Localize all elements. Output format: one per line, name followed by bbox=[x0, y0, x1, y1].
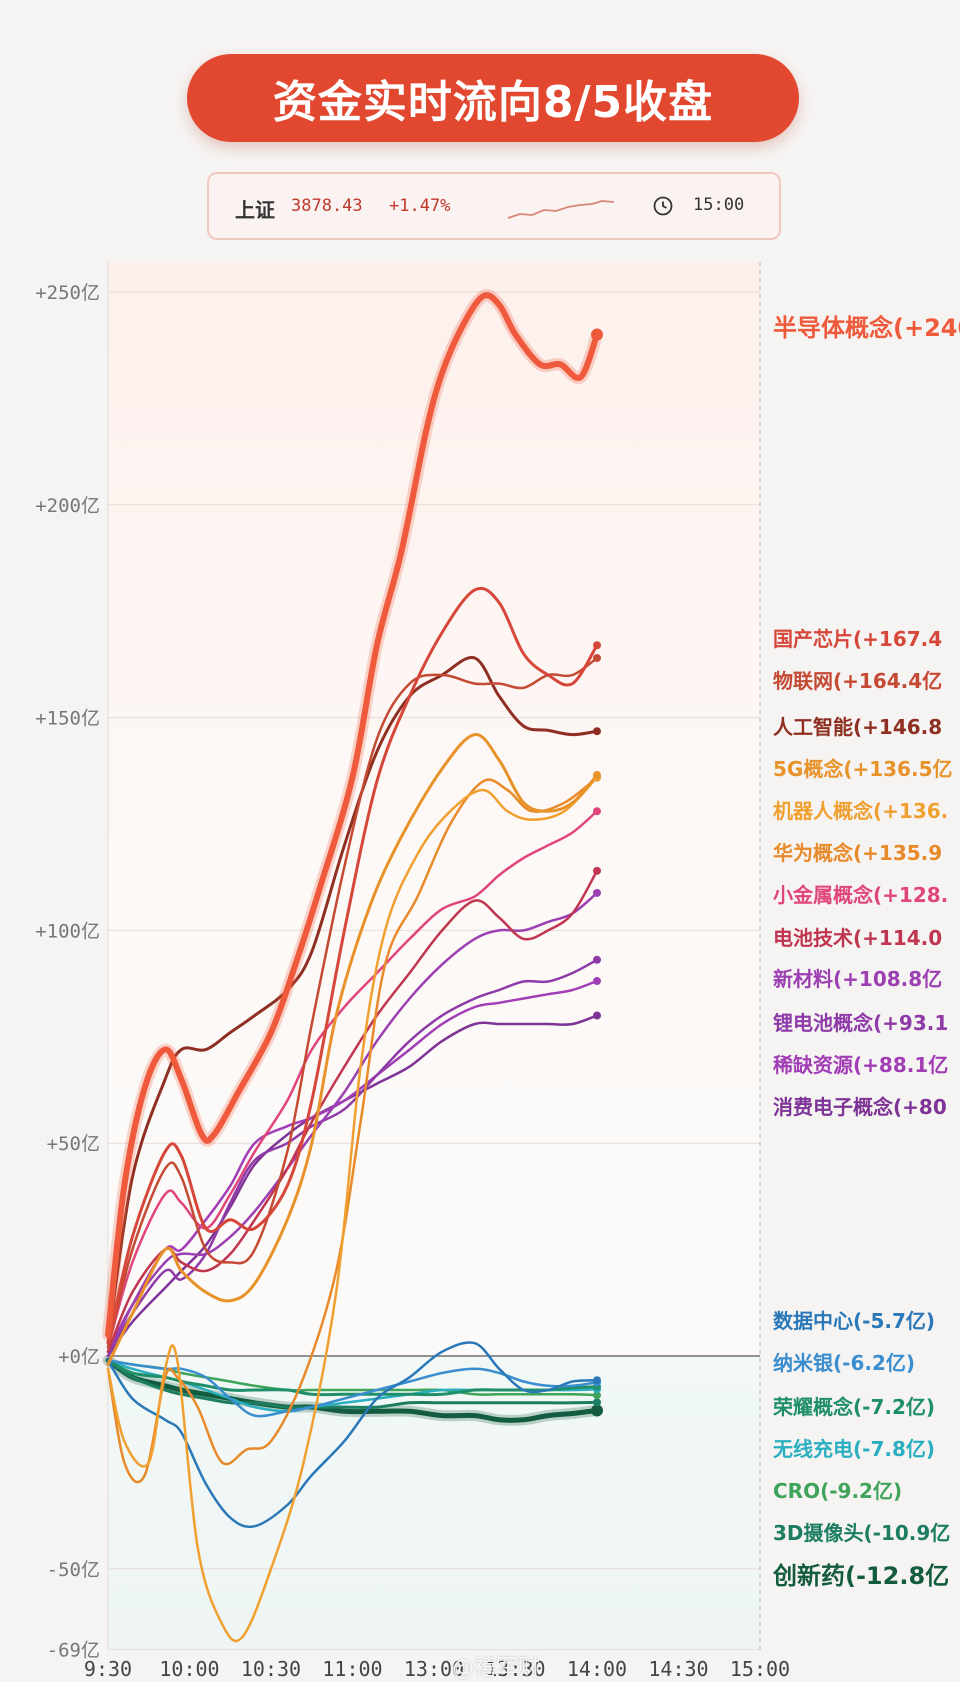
series-line bbox=[106, 1341, 599, 1529]
series-label: 机器人概念(+136. bbox=[773, 799, 948, 823]
series-line bbox=[106, 733, 599, 1366]
y-axis: +250亿 +200亿 +150亿 +100亿 +50亿 +0亿 -50亿 -69亿 bbox=[35, 282, 100, 1662]
series-line bbox=[106, 1359, 599, 1418]
series-label: 物联网(+164.4亿 bbox=[773, 669, 942, 693]
series-label: 人工智能(+146.8 bbox=[773, 715, 942, 739]
series-label: 小金属概念(+128. bbox=[773, 883, 948, 907]
series-line bbox=[106, 1359, 599, 1397]
series-line bbox=[106, 809, 599, 1349]
x-tick-label: 14:30 bbox=[648, 1657, 708, 1678]
series-label: 华为概念(+135.9 bbox=[773, 841, 942, 865]
series-endpoints bbox=[591, 328, 603, 1417]
series-label: 半导体概念(+240 bbox=[773, 314, 960, 342]
series-endpoint bbox=[593, 1391, 601, 1400]
series-endpoint bbox=[593, 1376, 601, 1385]
x-tick-label: 14:00 bbox=[567, 1657, 627, 1678]
series-endpoint bbox=[593, 727, 601, 736]
index-name: 上证 bbox=[235, 198, 275, 222]
series-endpoint bbox=[593, 641, 601, 650]
index-change: +1.47% bbox=[389, 196, 451, 216]
series-endpoint bbox=[593, 807, 601, 816]
series-line bbox=[106, 586, 599, 1345]
series-label: 国产芯片(+167.4 bbox=[773, 627, 942, 651]
series-line bbox=[106, 891, 599, 1353]
series-line bbox=[105, 292, 600, 1338]
x-tick-label: 13:00 bbox=[404, 1657, 464, 1678]
series-line bbox=[106, 979, 599, 1358]
series-endpoint bbox=[593, 955, 601, 964]
title-banner: 资金实时流向8/5收盘 bbox=[187, 54, 799, 142]
series-label: 无线充电(-7.8亿) bbox=[773, 1437, 935, 1461]
x-axis: 9:30 10:00 10:30 11:00 13:00 13:30 14:00 14:30 1… bbox=[84, 1657, 790, 1678]
x-tick-label: 11:00 bbox=[322, 1657, 382, 1678]
x-tick-label: 9:30 bbox=[84, 1657, 132, 1678]
series-line bbox=[106, 775, 599, 1643]
y-tick-label: -50亿 bbox=[47, 1559, 100, 1581]
series-lines bbox=[102, 289, 603, 1643]
series-labels: 半导体概念(+240 国产芯片(+167.4 物联网(+164.4亿人工智能(+14… bbox=[772, 314, 960, 1590]
series-label: 锂电池概念(+93.1 bbox=[773, 1011, 948, 1035]
series-endpoint bbox=[593, 1398, 601, 1407]
x-tick-label: 15:00 bbox=[730, 1657, 790, 1678]
series-label: 荣耀概念(-7.2亿) bbox=[772, 1395, 935, 1419]
y-tick-label: +50亿 bbox=[47, 1133, 100, 1155]
series-endpoint bbox=[593, 866, 601, 875]
series-label: 稀缺资源(+88.1亿 bbox=[773, 1053, 948, 1077]
index-sparkline bbox=[507, 200, 615, 219]
series-label: CRO(-9.2亿) bbox=[773, 1479, 902, 1503]
series-label: 3D摄像头(-10.9亿 bbox=[773, 1521, 950, 1545]
x-tick-label: 10:30 bbox=[241, 1657, 301, 1678]
plot-background bbox=[108, 262, 760, 1650]
page-title: 资金实时流向8/5收盘 bbox=[272, 77, 714, 128]
series-endpoint bbox=[593, 771, 601, 780]
series-endpoint bbox=[593, 654, 601, 663]
series-label: 消费电子概念(+80 bbox=[773, 1095, 947, 1119]
series-line bbox=[106, 869, 599, 1353]
series-label: 5G概念(+136.5亿 bbox=[773, 757, 953, 781]
plot-area-positive bbox=[108, 262, 760, 1356]
x-tick-label: 13:30 bbox=[485, 1657, 545, 1678]
series-line bbox=[106, 656, 599, 1349]
series-endpoint bbox=[593, 1011, 601, 1020]
watermark: @禧军财 bbox=[452, 1656, 541, 1681]
y-tick-label: +0亿 bbox=[58, 1346, 100, 1368]
y-tick-label: +100亿 bbox=[35, 920, 100, 942]
series-endpoint bbox=[593, 977, 601, 986]
series-endpoint bbox=[591, 328, 603, 341]
y-tick-label: +250亿 bbox=[35, 282, 100, 304]
index-time: 15:00 bbox=[693, 195, 745, 215]
series-label: 创新药(-12.8亿 bbox=[772, 1562, 949, 1590]
series-label: 数据中心(-5.7亿) bbox=[773, 1309, 935, 1333]
series-label: 电池技术(+114.0 bbox=[773, 926, 942, 950]
series-line bbox=[106, 776, 599, 1484]
index-summary: 上证 3878.43 +1.47% 15:00 bbox=[207, 172, 781, 240]
series-line bbox=[106, 958, 599, 1358]
y-tick-label: +200亿 bbox=[35, 495, 100, 517]
series-endpoint bbox=[591, 1404, 603, 1417]
x-tick-label: 10:00 bbox=[159, 1657, 219, 1678]
series-label: 新材料(+108.8亿 bbox=[773, 967, 942, 991]
clock-icon bbox=[653, 196, 673, 216]
y-tick-label: +150亿 bbox=[35, 708, 100, 730]
series-label: 纳米银(-6.2亿) bbox=[773, 1351, 915, 1375]
y-tick-label: -69亿 bbox=[47, 1640, 100, 1662]
series-endpoint bbox=[593, 888, 601, 897]
index-value: 3878.43 bbox=[291, 196, 363, 216]
